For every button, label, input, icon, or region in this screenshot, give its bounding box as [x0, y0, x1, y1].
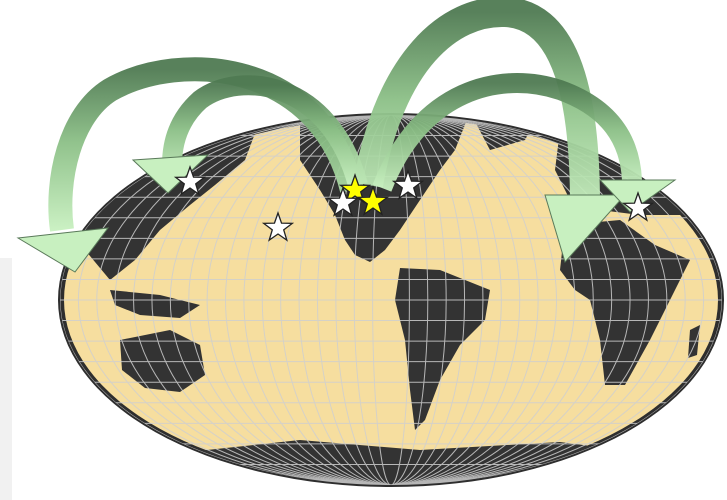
- africa: [560, 220, 690, 385]
- arrow-4: [372, 73, 642, 192]
- arrow-1-head: [16, 227, 110, 273]
- southeast-asia: [110, 290, 200, 318]
- arrow-2: [162, 75, 368, 188]
- side-strip: [0, 258, 12, 500]
- south-america: [395, 268, 490, 430]
- arrow-3-head: [544, 194, 627, 263]
- arrows: [16, 0, 677, 273]
